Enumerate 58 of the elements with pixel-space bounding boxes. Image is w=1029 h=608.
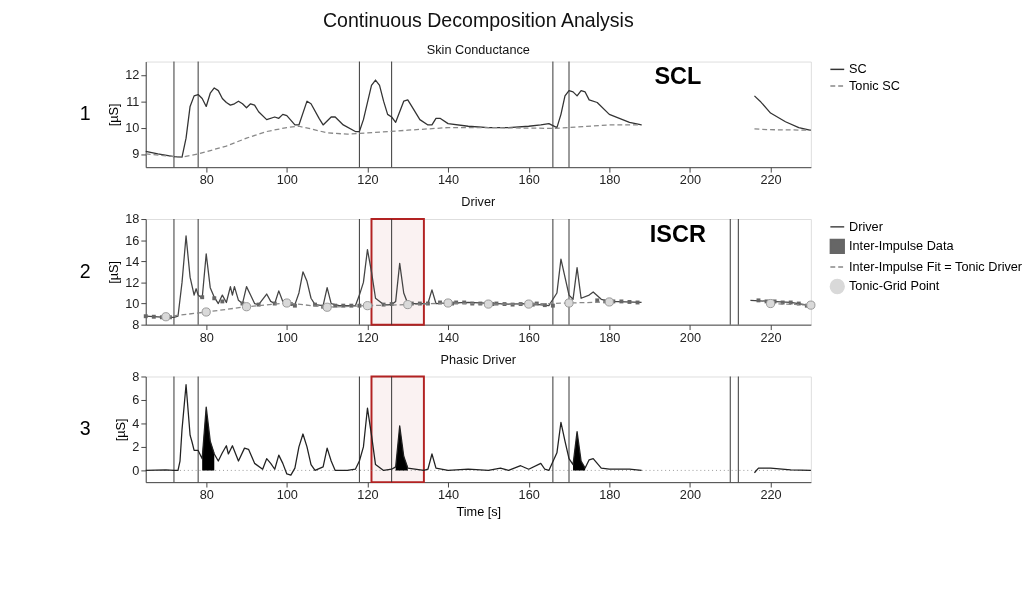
- y-tick-label: 10: [125, 119, 140, 135]
- legend-label: Tonic SC: [849, 77, 900, 93]
- y-tick-label: 0: [132, 462, 140, 478]
- x-tick-label: 160: [518, 172, 540, 188]
- x-tick-label: 160: [518, 487, 540, 503]
- x-tick-label: 140: [437, 329, 460, 345]
- x-tick-label: 80: [199, 172, 214, 188]
- y-axis-title: [µS]: [113, 418, 129, 442]
- annotation: ISCR: [649, 220, 706, 247]
- x-tick-label: 100: [276, 172, 298, 188]
- x-tick-label: 120: [357, 329, 379, 345]
- y-tick-label: 14: [125, 253, 140, 269]
- x-tick-label: 180: [599, 487, 621, 503]
- chart-subtitle: Skin Conductance: [426, 42, 530, 58]
- y-tick-label: 10: [125, 295, 140, 311]
- y-tick-label: 6: [132, 392, 140, 408]
- chart-title: Driver: [461, 194, 497, 210]
- x-tick-label: 180: [599, 329, 621, 345]
- x-tick-label: 200: [679, 487, 702, 503]
- text: 1: [79, 102, 91, 125]
- y-axis-title: [µS]: [106, 260, 122, 284]
- y-tick-label: 4: [132, 415, 140, 431]
- x-tick-label: 220: [760, 172, 782, 188]
- text: 3: [79, 417, 91, 440]
- y-axis-title: [µS]: [106, 103, 122, 127]
- x-tick-label: 220: [760, 487, 782, 503]
- x-tick-label: 80: [199, 487, 214, 503]
- x-tick-label: 180: [599, 172, 621, 188]
- x-tick-label: 80: [199, 329, 214, 345]
- y-tick-label: 8: [132, 368, 140, 384]
- y-tick-label: 12: [125, 67, 140, 83]
- y-tick-label: 11: [126, 93, 140, 109]
- chart-title: Phasic Driver: [440, 351, 517, 367]
- y-tick-label: 9: [132, 146, 140, 162]
- y-tick-label: 2: [132, 439, 140, 455]
- y-tick-label: 16: [125, 232, 140, 248]
- x-tick-label: 120: [357, 487, 379, 503]
- x-tick-label: 140: [437, 487, 460, 503]
- text: 2: [79, 259, 91, 282]
- x-tick-label: 200: [679, 329, 702, 345]
- legend-label: Driver: [849, 218, 884, 234]
- x-tick-label: 220: [760, 329, 782, 345]
- y-tick-label: 8: [132, 317, 140, 333]
- x-tick-label: 100: [276, 487, 298, 503]
- x-tick-label: 100: [276, 329, 298, 345]
- x-tick-label: 160: [518, 329, 540, 345]
- legend-label: Inter-Impulse Fit = Tonic Driver: [849, 258, 1023, 274]
- annotation: SCL: [654, 63, 702, 90]
- legend-label: Inter-Impulse Data: [849, 238, 955, 254]
- legend-label: SC: [849, 61, 867, 77]
- y-tick-label: 18: [125, 211, 140, 227]
- x-axis-title: Time [s]: [456, 503, 502, 519]
- x-tick-label: 120: [357, 172, 379, 188]
- y-tick-label: 12: [125, 274, 140, 290]
- legend-label: Tonic-Grid Point: [849, 278, 940, 294]
- x-tick-label: 200: [679, 172, 702, 188]
- chart-title: Continuous Decomposition Analysis: [322, 8, 634, 31]
- x-tick-label: 140: [437, 172, 460, 188]
